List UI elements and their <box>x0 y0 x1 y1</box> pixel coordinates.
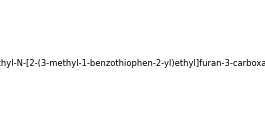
Text: 2-methyl-N-[2-(3-methyl-1-benzothiophen-2-yl)ethyl]furan-3-carboxamide: 2-methyl-N-[2-(3-methyl-1-benzothiophen-… <box>0 58 265 68</box>
